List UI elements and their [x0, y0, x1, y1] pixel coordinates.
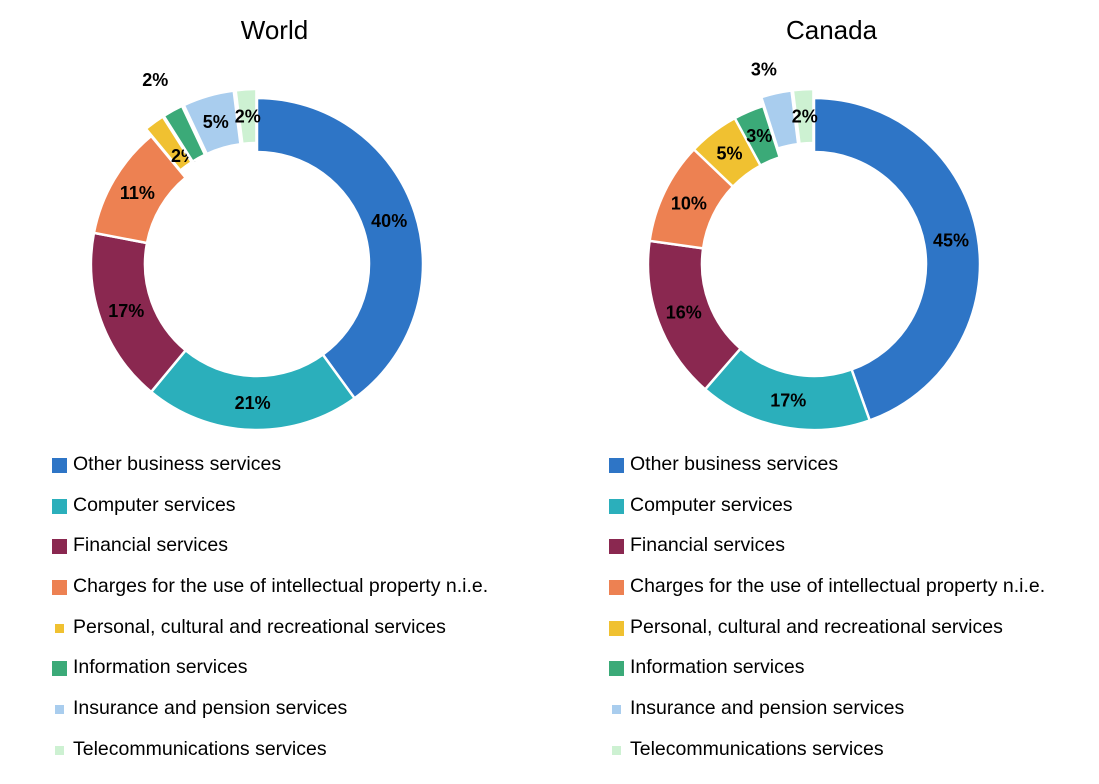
data-label-charges-for-the-use-of-intellectual-property-n-i-e: 10% — [671, 193, 707, 213]
legend-canada: Other business services Computer services… — [609, 452, 1045, 778]
legend-swatch — [612, 705, 621, 715]
legend-label: Insurance and pension services — [73, 697, 348, 720]
slice-insurance-and-pension-services — [182, 89, 242, 156]
legend-label: Information services — [630, 656, 805, 679]
legend-swatch — [52, 580, 67, 596]
legend-swatch — [52, 458, 67, 473]
data-label-computer-services: 21% — [235, 393, 271, 413]
legend-label: Personal, cultural and recreational serv… — [73, 615, 446, 638]
legend-item-financial-services: Financial services — [52, 533, 488, 574]
data-label-information-services: 2% — [142, 70, 168, 90]
slice-information-services — [733, 104, 782, 168]
legend-swatch — [609, 539, 624, 555]
data-label-information-services: 3% — [746, 126, 772, 146]
legend-item-charges-for-the-use-of-intellectual-property-n-i-e: Charges for the use of intellectual prop… — [609, 574, 1045, 615]
legend-label: Information services — [73, 656, 248, 679]
legend-swatch — [52, 661, 67, 677]
data-label-personal-cultural-and-recreational-services: 5% — [717, 144, 743, 164]
legend-item-information-services: Information services — [52, 655, 488, 696]
canada-chart-panel: Canada 45% 17% 16% 10% 5% 3% 3% 2% Other busine… — [557, 0, 1099, 784]
legend-swatch — [609, 661, 624, 677]
legend-swatch — [609, 458, 624, 473]
data-label-charges-for-the-use-of-intellectual-property-n-i-e: 11% — [120, 183, 155, 203]
legend-label: Computer services — [630, 493, 793, 516]
legend-label: Personal, cultural and recreational serv… — [630, 615, 1003, 638]
slice-computer-services — [149, 348, 357, 432]
slice-insurance-and-pension-services — [759, 89, 800, 151]
legend-world: Other business services Computer services… — [52, 452, 488, 778]
legend-item-insurance-and-pension-services: Insurance and pension services — [609, 696, 1045, 737]
legend-swatch — [609, 580, 624, 596]
data-label-computer-services: 17% — [770, 391, 806, 411]
data-label-telecommunications-services: 2% — [235, 106, 261, 126]
legend-swatch — [52, 539, 67, 555]
slice-telecommunications-services — [234, 87, 258, 146]
legend-item-charges-for-the-use-of-intellectual-property-n-i-e: Charges for the use of intellectual prop… — [52, 574, 488, 615]
legend-item-information-services: Information services — [609, 655, 1045, 696]
legend-label: Charges for the use of intellectual prop… — [73, 575, 489, 598]
data-label-insurance-and-pension-services: 3% — [751, 60, 777, 80]
legend-label: Telecommunications services — [73, 737, 327, 760]
slice-information-services — [161, 104, 207, 164]
legend-swatch — [52, 498, 67, 514]
legend-swatch — [55, 623, 64, 633]
legend-item-computer-services: Computer services — [52, 493, 488, 534]
legend-item-personal-cultural-and-recreational-services: Personal, cultural and recreational serv… — [52, 615, 488, 656]
data-label-other-business-services: 45% — [933, 230, 969, 250]
legend-label: Other business services — [630, 453, 839, 475]
legend-item-other-business-services: Other business services — [609, 452, 1045, 493]
chart-title-canada: Canada — [785, 15, 878, 45]
legend-item-telecommunications-services: Telecommunications services — [609, 737, 1045, 778]
chart-title-world: World — [240, 15, 309, 45]
legend-swatch — [609, 498, 624, 514]
data-label-other-business-services: 40% — [371, 211, 407, 231]
legend-item-telecommunications-services: Telecommunications services — [52, 737, 488, 778]
slice-telecommunications-services — [791, 87, 815, 146]
data-label-telecommunications-services: 2% — [792, 106, 818, 126]
legend-label: Charges for the use of intellectual prop… — [630, 575, 1046, 598]
donut-chart-world: 40%21%17%11%2%2%5% 2% — [89, 70, 425, 432]
legend-item-personal-cultural-and-recreational-services: Personal, cultural and recreational serv… — [609, 615, 1045, 656]
legend-swatch — [55, 705, 64, 715]
legend-label: Telecommunications services — [630, 737, 884, 760]
legend-item-computer-services: Computer services — [609, 493, 1045, 534]
data-label-insurance-and-pension-services: 5% — [203, 112, 229, 132]
data-label-financial-services: 16% — [666, 303, 702, 323]
legend-item-insurance-and-pension-services: Insurance and pension services — [52, 696, 488, 737]
slice-other-business-services — [255, 96, 425, 401]
legend-swatch — [612, 745, 621, 755]
legend-item-financial-services: Financial services — [609, 533, 1045, 574]
legend-label: Financial services — [73, 534, 228, 557]
legend-item-other-business-services: Other business services — [52, 452, 488, 493]
legend-label: Other business services — [73, 453, 282, 475]
donut-chart-canada: 45%17%16%10%5%3%3%2% — [646, 60, 982, 432]
legend-label: Computer services — [73, 493, 236, 516]
legend-swatch — [55, 745, 64, 755]
legend-label: Financial services — [630, 534, 785, 557]
world-chart-panel: World 40% 21% 17% 11% 2% 2% 5% 2% Other busines… — [0, 0, 549, 784]
slice-other-business-services — [812, 96, 982, 422]
legend-swatch — [609, 620, 624, 636]
data-label-financial-services: 17% — [108, 301, 144, 321]
legend-label: Insurance and pension services — [630, 697, 905, 720]
